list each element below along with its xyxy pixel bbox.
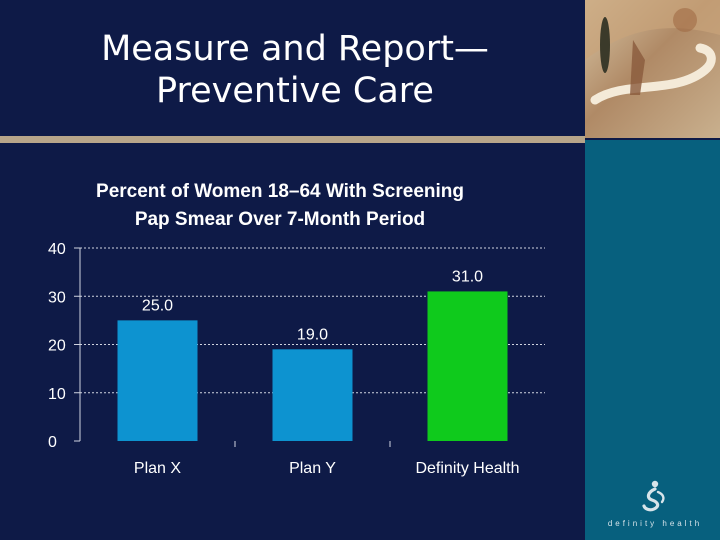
y-tick-label: 10 [48,386,66,403]
bar [272,349,353,441]
data-label: 19.0 [297,326,328,343]
artwork-image [585,0,720,105]
y-tick-label: 20 [48,338,66,355]
definity-logo-icon [642,480,665,512]
header-divider [0,136,585,143]
y-tick-label: 0 [48,434,57,451]
bar [117,320,198,441]
right-sidebar [585,140,720,540]
header-band [0,0,585,136]
brand-logo: definity health [600,478,710,528]
x-tick-label: Plan X [134,460,181,477]
data-label: 25.0 [142,297,173,314]
y-tick-label: 40 [48,241,66,258]
slide-title: Measure and Report— Preventive Care [60,28,530,112]
slide-title-line-2: Preventive Care [156,71,434,111]
y-tick-label: 30 [48,289,66,306]
data-label: 31.0 [452,268,483,285]
bar [427,291,508,441]
slide-title-line-1: Measure and Report— [101,29,489,69]
x-tick-label: Definity Health [415,460,519,477]
x-tick-label: Plan Y [289,460,336,477]
chart-title-line-1: Percent of Women 18–64 With Screening [96,181,464,202]
chart-title: Percent of Women 18–64 With Screening Pa… [40,178,520,234]
brand-name: definity health [607,519,703,528]
decorative-artwork [585,0,720,138]
chart-title-line-2: Pap Smear Over 7-Month Period [134,209,426,230]
